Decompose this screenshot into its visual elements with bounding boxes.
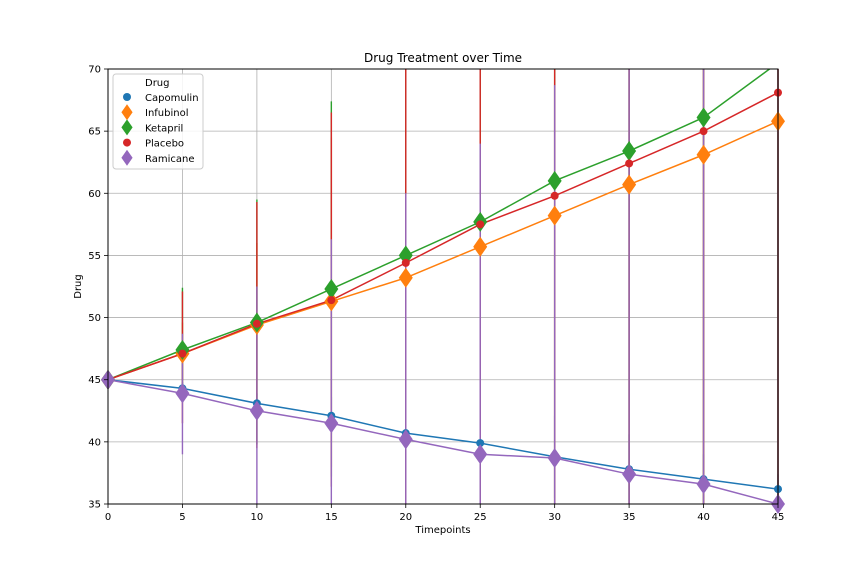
legend-label-infubinol: Infubinol (145, 108, 189, 119)
data-point-ramicane (547, 448, 562, 469)
series-line-capomulin (108, 378, 778, 490)
data-point-infubinol (398, 267, 413, 288)
data-point-ramicane (249, 400, 264, 421)
data-point-placebo (476, 220, 485, 229)
data-point-placebo (625, 159, 634, 168)
y-tick-label: 35 (88, 500, 101, 511)
y-tick-label: 50 (88, 313, 101, 324)
data-point-ketapril (622, 141, 637, 162)
y-tick-label: 65 (88, 127, 101, 138)
data-point-ramicane (398, 429, 413, 450)
data-point-infubinol (473, 236, 488, 257)
data-point-infubinol (547, 205, 562, 226)
legend-marker-placebo (123, 138, 131, 147)
legend-entries: Capomulin Infubinol Ketapril Placebo Ramican… (121, 93, 199, 166)
data-point-infubinol (696, 144, 711, 165)
series-markers (101, 88, 785, 514)
y-tick-label: 60 (88, 189, 101, 200)
series-lines (108, 69, 778, 504)
legend-label-ketapril: Ketapril (145, 123, 183, 134)
legend-label-ramicane: Ramicane (145, 154, 195, 165)
data-point-infubinol (622, 174, 637, 195)
y-tick-label: 40 (88, 437, 101, 448)
x-tick-label: 35 (623, 512, 636, 523)
y-tick-label: 45 (88, 375, 101, 386)
legend: Drug Capomulin Infubinol Ketapril Placebo Ra… (112, 73, 204, 170)
legend-marker-ketapril (121, 119, 133, 136)
x-tick-label: 45 (772, 512, 785, 523)
y-axis-label: Drug (73, 274, 84, 299)
data-point-ramicane (696, 474, 711, 495)
legend-label-placebo: Placebo (145, 139, 184, 150)
data-point-placebo (699, 127, 708, 136)
data-point-ramicane (473, 444, 488, 465)
data-point-ketapril (696, 107, 711, 128)
legend-marker-ramicane (121, 149, 133, 166)
x-tick-label: 5 (179, 512, 185, 523)
data-point-ketapril (324, 278, 339, 299)
data-point-placebo (178, 349, 187, 358)
legend-label-capomulin: Capomulin (145, 93, 199, 104)
legend-marker-capomulin (123, 93, 131, 101)
data-point-ramicane (324, 413, 339, 434)
data-point-placebo (252, 319, 261, 328)
x-tick-label: 15 (325, 512, 338, 523)
data-point-ramicane (175, 383, 190, 404)
data-point-placebo (327, 296, 336, 305)
series-line-ramicane (108, 378, 778, 504)
data-point-ketapril (398, 245, 413, 266)
x-tick-label: 10 (251, 512, 264, 523)
chart-title: Drug Treatment over Time (364, 51, 522, 65)
axis-ticks: 0 5 10 15 20 25 30 35 40 45 35 40 45 50 55 60 65 70 (88, 65, 784, 524)
legend-title: Drug (145, 78, 170, 89)
x-tick-label: 30 (548, 512, 561, 523)
data-point-ramicane (622, 464, 637, 485)
x-tick-label: 40 (697, 512, 710, 523)
legend-box (112, 73, 204, 170)
series-line-ketapril (108, 69, 771, 381)
x-tick-label: 0 (105, 512, 111, 523)
x-axis-label: Timepoints (414, 525, 470, 536)
error-bars (181, 69, 779, 504)
series-line-placebo (108, 91, 778, 381)
y-tick-label: 70 (88, 65, 101, 76)
data-point-placebo (550, 191, 559, 200)
data-point-capomulin (476, 439, 485, 448)
data-point-placebo (401, 258, 410, 267)
x-tick-label: 20 (399, 512, 412, 523)
y-tick-label: 55 (88, 251, 101, 262)
x-tick-label: 25 (474, 512, 487, 523)
data-point-ketapril (547, 170, 562, 191)
legend-marker-infubinol (121, 104, 133, 121)
plot-frame (107, 68, 779, 505)
